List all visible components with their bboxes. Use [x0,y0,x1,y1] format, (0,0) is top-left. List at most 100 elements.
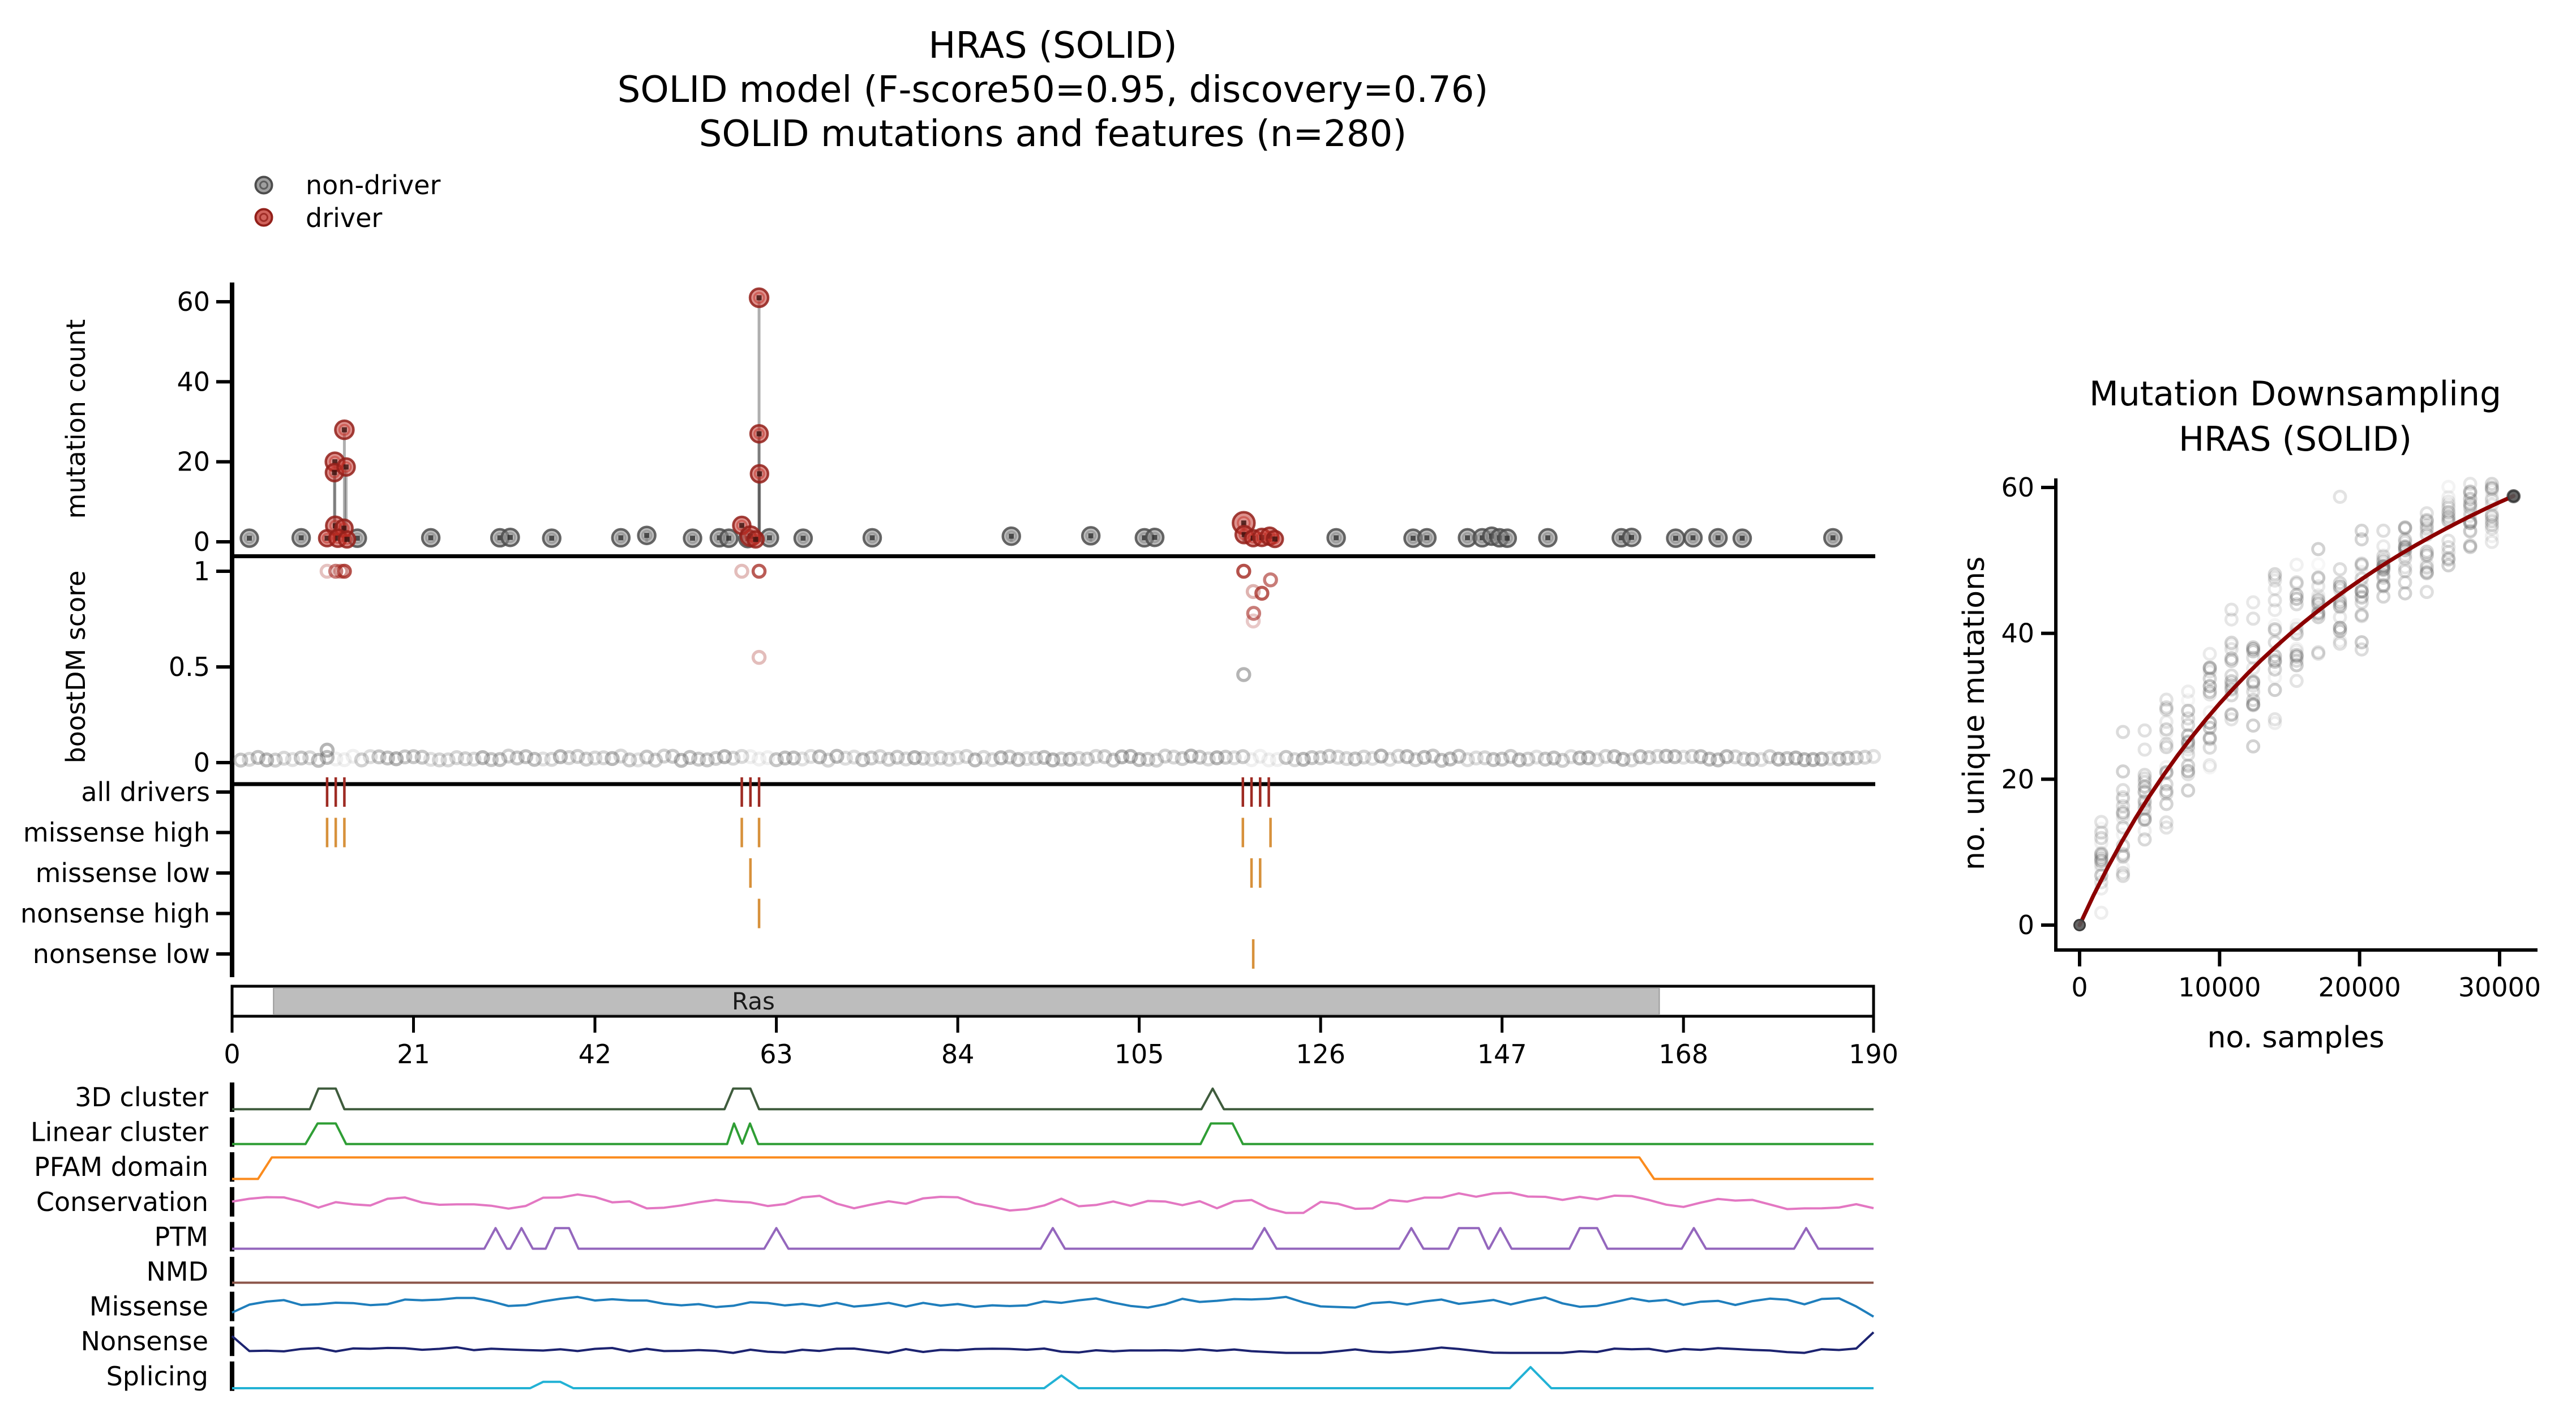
boostdm-dot-non-driver [984,752,1000,768]
boostdm-dot-driver [319,563,335,579]
boostdm-dot-non-driver [242,752,257,767]
boostdm-dot-non-driver [1209,750,1225,765]
boostdm-dot-non-driver [941,752,957,767]
boostdm-dot-non-driver [501,748,516,764]
downsampling-dot [2289,597,2304,611]
downsampling-dot [2354,532,2369,547]
downsampling-dot [2333,636,2347,651]
downsampling-dot [2224,602,2239,617]
legend-marks [254,176,273,227]
boostdm-dot-non-driver [1408,752,1424,768]
feature-spine-stub [230,1152,234,1182]
boostdm-dot-non-driver [1572,750,1588,766]
boostdm-dot-non-driver [743,749,758,764]
legend-dot-ring [259,181,268,190]
boostdm-dot-non-driver [1451,748,1467,764]
mutation-dot-ring [1330,532,1342,544]
downsampling-dot [2224,612,2239,627]
downsampling-dot [2094,851,2108,866]
downsampling-dot [2354,559,2369,574]
downsampling-dot [2137,811,2152,826]
mutation-dot-core [690,536,696,541]
downsampling-dot [2441,552,2456,567]
boostdm-dot-non-driver [656,748,672,764]
mutation-dot-ring [641,529,653,541]
downsampling-dot [2289,674,2304,688]
downsampling-dot [2398,560,2412,575]
feature-spine-stub [230,1082,234,1112]
downsampling-dot [2094,836,2108,850]
mutation-dot-core [354,536,360,541]
boostdm-dot-non-driver [449,750,465,765]
boostdm-dot-non-driver [795,751,810,767]
mutation-dot-ring [1626,532,1638,544]
downsampling-dot [2441,498,2456,512]
feature-spine-stub [230,1291,234,1321]
downsampling-dot [2181,764,2196,778]
boostdm-dot-non-driver [1071,751,1087,766]
downsampling-dot [2333,610,2347,624]
downsampling-dot [2463,540,2478,554]
boostdm-dot-non-driver [1183,748,1199,764]
boostdm-dot-non-driver [1114,749,1130,765]
feature-label-nmd: NMD [146,1256,208,1287]
downsampling-dot [2181,703,2196,718]
mutation-dot-ring [764,532,775,544]
mutation-dot-ring [1149,532,1161,544]
boostdm-dot-non-driver [976,750,992,765]
boostdm-dot-non-driver [354,752,370,768]
boostdm-dot-non-driver [1201,751,1216,767]
boostdm-dot-non-driver [483,752,499,767]
boostdm-dot-non-driver [639,749,654,765]
downsampling-dot [2398,535,2412,550]
feature-label-linear-cluster: Linear cluster [31,1117,208,1148]
boostdm-dot-non-driver [1365,751,1380,766]
boostdm-dot-non-driver [1615,752,1631,767]
boostdm-dot-non-driver [1192,750,1207,765]
downsampling-ytick [2041,486,2056,490]
downsampling-dot [2202,760,2217,775]
mutation-dot-core [507,534,513,540]
boostdm-ytick [216,665,232,669]
mutation-dot-core [1009,533,1014,539]
downsampling-dot [2202,721,2217,735]
downsampling-dot [2463,508,2478,523]
protein-xtick [412,1016,415,1033]
mutation-dot-ring [243,532,255,544]
downsampling-dot [2441,540,2456,555]
mutation-dot-core [247,536,252,541]
downsampling-dot [2419,547,2434,562]
boostdm-dot-non-driver [1675,750,1691,765]
mutation-dot-ring [425,532,437,544]
boostdm-dot-non-driver [319,742,335,758]
downsampling-xtick-label: 20000 [2318,972,2401,1003]
boostdm-dot-non-driver [587,750,603,766]
downsampling-dot [2441,508,2456,523]
boostdm-dot-non-driver [1347,751,1363,767]
downsampling-dot [2116,868,2131,883]
boostdm-dot-non-driver [665,748,680,764]
mutation-dot-ring [1827,532,1839,544]
mutation-dot-core [756,431,762,437]
downsampling-dot [2484,521,2499,536]
downsampling-ytick-label: 0 [2018,910,2034,940]
downsampling-dot [2289,641,2304,656]
boostdm-dot-non-driver [388,751,404,767]
rug-label-all-drivers: all drivers [81,777,210,807]
boostdm-ytick [216,761,232,764]
boostdm-dot-non-driver [492,752,508,767]
downsampling-dot [2463,497,2478,511]
boostdm-dot-non-driver [1062,752,1078,767]
downsampling-dot [2311,557,2326,572]
boostdm-dot-non-driver [751,751,767,767]
downsampling-dot [2159,786,2174,801]
boostdm-dot-non-driver [432,752,447,768]
downsampling-dot [2181,767,2196,781]
downsampling-dot [2137,774,2152,789]
mutation-dot-ring [1670,532,1682,544]
protein-xtick [593,1016,597,1033]
downsampling-dot [2137,723,2152,738]
downsampling-dot [2159,726,2174,741]
boostdm-dot-non-driver [1701,751,1717,767]
boostdm-dot-non-driver [786,750,801,766]
